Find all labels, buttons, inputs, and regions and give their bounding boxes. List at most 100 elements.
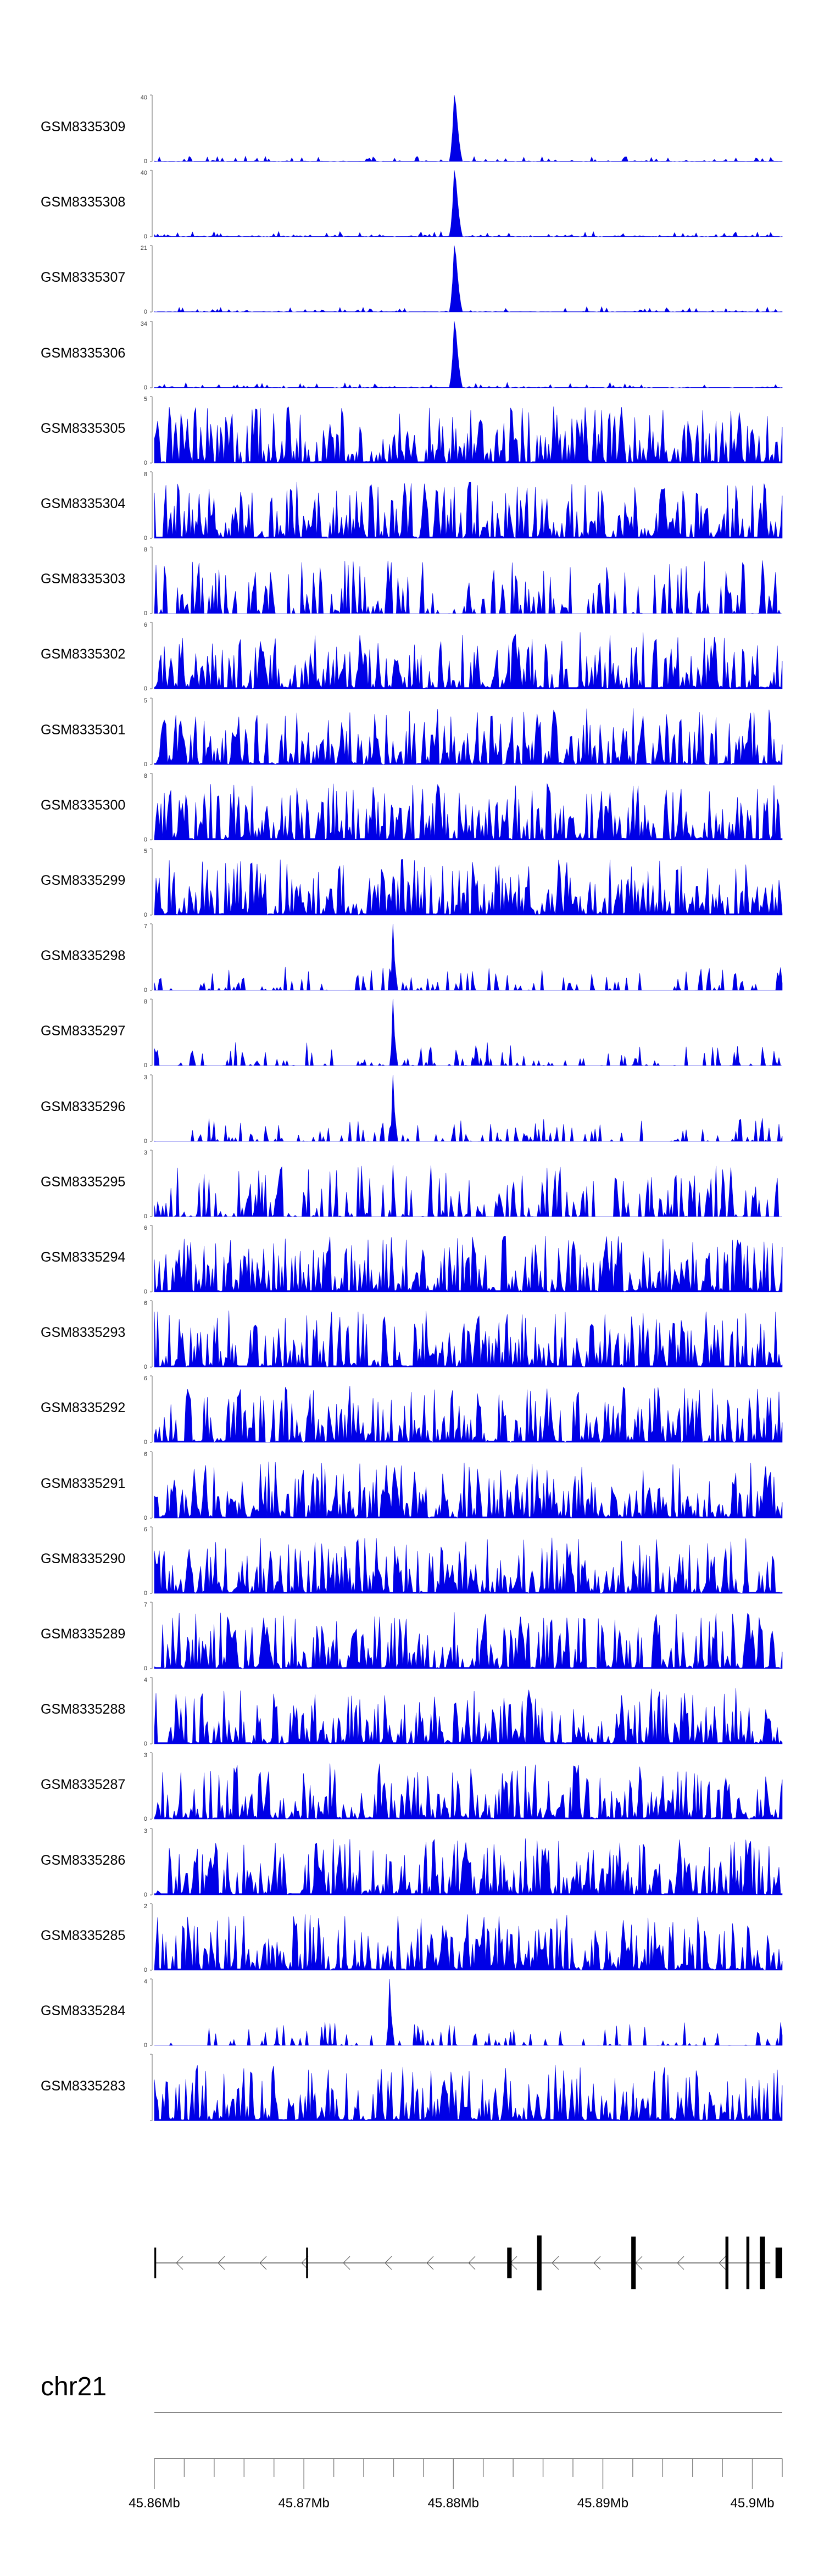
track-GSM8335297: GSM8335297 8 0 [0, 997, 824, 1072]
gene-exon [746, 2237, 750, 2289]
y-max-label: 8 [144, 773, 147, 779]
signal-area [154, 1461, 783, 1519]
track-GSM8335287: GSM8335287 3 0 [0, 1751, 824, 1826]
track-plot: 30 [144, 1150, 782, 1220]
y-min-label: 0 [144, 309, 147, 315]
y-min-label: 0 [144, 1816, 147, 1822]
track-plot: 70 [144, 1602, 783, 1672]
y-max-label: 6 [144, 1526, 147, 1533]
track-label: GSM8335296 [41, 1099, 126, 1114]
y-min-label: 0 [144, 1967, 147, 1973]
y-min-label: 0 [144, 535, 147, 542]
track-label: GSM8335302 [41, 646, 126, 662]
track-GSM8335294: GSM8335294 6 0 [0, 1224, 824, 1298]
y-min-label: 0 [144, 761, 147, 768]
signal-area [154, 783, 783, 840]
gene-exon [725, 2237, 729, 2289]
strand-chevron [719, 2256, 726, 2270]
track-label: GSM8335301 [41, 722, 126, 738]
track-label: GSM8335286 [41, 1852, 126, 1868]
y-min-label: 0 [144, 610, 147, 617]
track-plot: 30 [144, 1752, 783, 1822]
track-GSM8335292: GSM8335292 6 0 [0, 1374, 824, 1449]
track-GSM8335300: GSM8335300 8 0 [0, 772, 824, 846]
track-GSM8335296: GSM8335296 3 0 [0, 1073, 824, 1148]
track-label: GSM8335288 [41, 1702, 126, 1718]
gene-exon [537, 2235, 542, 2290]
signal-area [154, 246, 783, 313]
y-min-label: 0 [144, 1741, 147, 1747]
track-label: GSM8335304 [41, 496, 126, 511]
track-plot: 60 [144, 1225, 783, 1295]
y-min-label: 0 [144, 384, 147, 391]
gene-exon [306, 2248, 308, 2278]
track-GSM8335305: GSM8335305 5 0 [0, 395, 824, 470]
strand-chevron [677, 2256, 684, 2270]
track-GSM8335299: GSM8335299 5 0 [0, 847, 824, 922]
signal-area [154, 1311, 783, 1368]
track-label: GSM8335298 [41, 948, 126, 964]
y-min-label: 0 [144, 1665, 147, 1672]
track-plot: 80 [144, 999, 782, 1069]
y-max-label: 6 [144, 1375, 147, 1382]
y-max-label: 3 [144, 1828, 147, 1835]
signal-area [154, 1838, 783, 1895]
y-min-label: 0 [144, 912, 147, 918]
track-label: GSM8335295 [41, 1174, 126, 1190]
x-axis-tick-label: 45.89Mb [577, 2496, 628, 2511]
chromosome-label: chr21 [41, 2372, 107, 2401]
track-label: GSM8335287 [41, 1777, 126, 1793]
x-axis-tick-label: 45.86Mb [129, 2496, 180, 2511]
track-plot: 60 [144, 1300, 783, 1370]
track-plot: 80 [144, 773, 783, 843]
y-max-label: 4 [144, 1978, 147, 1985]
gene-exon [154, 2248, 157, 2278]
track-GSM8335303: GSM8335303 8 0 [0, 545, 824, 620]
track-label: GSM8335291 [41, 1475, 126, 1491]
strand-chevron [176, 2256, 183, 2270]
signal-area [154, 999, 782, 1067]
signal-area [154, 708, 783, 765]
track-GSM8335304: GSM8335304 8 0 [0, 470, 824, 545]
track-plot: 60 [144, 1375, 783, 1446]
gene-exon [631, 2237, 636, 2289]
track-label: GSM8335303 [41, 571, 126, 587]
y-min-label: 0 [144, 460, 147, 466]
signal-area [154, 94, 783, 162]
gene-exon [507, 2248, 512, 2278]
track-plot: 70 [144, 923, 783, 994]
y-max-label: 3 [144, 1150, 147, 1156]
track-plot: 20 [144, 1903, 783, 1973]
y-max-label: 4 [144, 1677, 147, 1683]
gene-exon [775, 2248, 782, 2278]
strand-chevron [468, 2256, 476, 2270]
track-plot: 60 [144, 622, 783, 692]
y-min-label: 0 [144, 1590, 147, 1597]
track-GSM8335284: GSM8335284 4 0 [0, 1977, 824, 2052]
signal-area [154, 482, 783, 539]
track-GSM8335288: GSM8335288 4 0 [0, 1676, 824, 1750]
track-label: GSM8335293 [41, 1325, 126, 1341]
track-GSM8335302: GSM8335302 6 0 [0, 621, 824, 695]
track-plot: 40 0 [141, 170, 783, 240]
strand-chevron [301, 2256, 309, 2270]
signal-area [154, 859, 783, 916]
track-GSM8335285: GSM8335285 2 0 [0, 1902, 824, 1977]
track-label: GSM8335309 [41, 119, 126, 135]
y-max-label: 2 [144, 1903, 147, 1910]
y-max-label: 3 [144, 1074, 147, 1081]
signal-area [154, 1978, 783, 2047]
track-plot [150, 2054, 783, 2121]
track-label: GSM8335300 [41, 797, 126, 813]
track-plot: 50 [144, 698, 783, 768]
track-plot: 60 [144, 1526, 783, 1597]
y-max-label: 7 [144, 923, 147, 930]
track-label: GSM8335285 [41, 1927, 126, 1943]
track-GSM8335289: GSM8335289 7 0 [0, 1601, 824, 1675]
track-GSM8335286: GSM8335286 3 0 [0, 1827, 824, 1902]
signal-area [154, 1612, 783, 1669]
signal-area [154, 406, 783, 464]
track-GSM8335307: GSM8335307 21 0 [0, 244, 824, 319]
strand-chevron [593, 2256, 601, 2270]
y-max-label: 3 [144, 1752, 147, 1759]
